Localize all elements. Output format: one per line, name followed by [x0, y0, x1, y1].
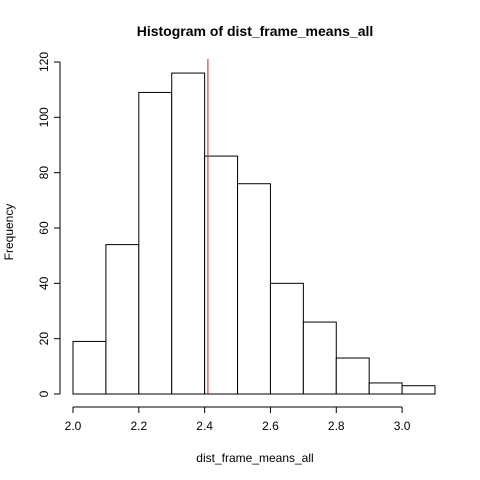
histogram-bar [105, 244, 140, 395]
y-tick-label: 120 [37, 52, 51, 72]
x-tick-label: 2.8 [328, 419, 345, 433]
bars-group [72, 72, 436, 395]
x-tick-label: 3.0 [394, 419, 411, 433]
y-axis: 0 20 40 60 80 100 120 [37, 52, 61, 397]
histogram-bar [401, 385, 436, 395]
y-tick-label: 60 [37, 221, 51, 235]
histogram-bar [335, 357, 370, 395]
histogram-bar [72, 340, 107, 395]
histogram-bar [204, 155, 239, 395]
x-tick-label: 2.2 [130, 419, 147, 433]
x-axis-label: dist_frame_means_all [196, 451, 313, 465]
histogram-bar [138, 91, 173, 395]
histogram-bar [269, 282, 304, 395]
chart-title: Histogram of dist_frame_means_all [137, 23, 374, 39]
x-tick-label: 2.6 [262, 419, 279, 433]
x-axis: 2.0 2.2 2.4 2.6 2.8 3.0 [65, 406, 411, 433]
histogram-bar [237, 183, 271, 395]
histogram-bar [302, 321, 337, 395]
y-tick-label: 20 [37, 332, 51, 346]
histogram-bar [171, 72, 206, 395]
x-tick-label: 2.4 [196, 419, 213, 433]
y-tick-label: 80 [37, 166, 51, 180]
histogram-bar [368, 382, 403, 395]
y-tick-label: 40 [37, 276, 51, 290]
y-tick-label: 100 [37, 107, 51, 127]
y-tick-label: 0 [37, 390, 51, 397]
y-axis-label: Frequency [2, 204, 16, 261]
x-tick-label: 2.0 [65, 419, 82, 433]
